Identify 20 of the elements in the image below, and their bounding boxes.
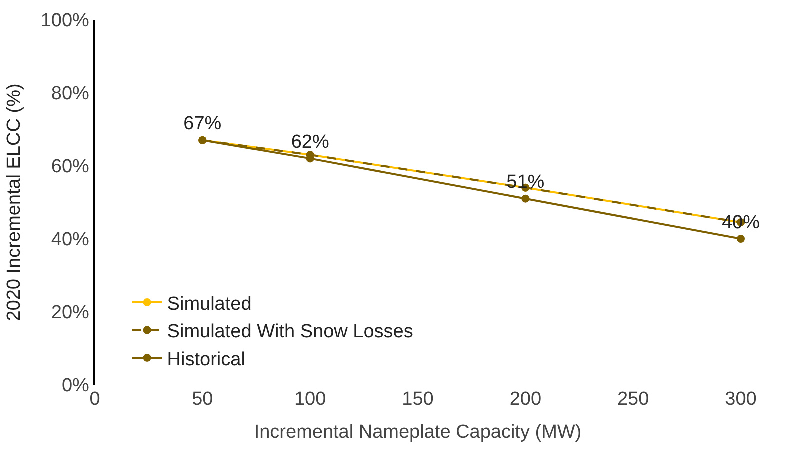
data-label: 62% <box>291 132 330 153</box>
y-tick-label: 0% <box>62 376 90 397</box>
x-tick-label: 100 <box>294 389 326 410</box>
y-tick-label: 40% <box>51 230 90 251</box>
x-axis-title: Incremental Nameplate Capacity (MW) <box>254 422 582 443</box>
x-tick-label: 150 <box>402 389 434 410</box>
data-label: 67% <box>184 114 222 135</box>
y-axis-title: 2020 Incremental ELCC (%) <box>4 84 26 322</box>
x-tick-label: 250 <box>617 389 650 410</box>
legend-label: Simulated <box>167 294 252 315</box>
x-tick-label: 0 <box>90 389 100 410</box>
x-tick-label: 200 <box>510 389 542 410</box>
legend-label: Historical <box>167 349 246 370</box>
y-tick-label: 60% <box>51 156 90 178</box>
y-tick-label: 20% <box>51 302 90 324</box>
x-tick-label: 300 <box>725 389 757 410</box>
y-tick-label: 100% <box>40 10 90 32</box>
x-tick-label: 50 <box>192 389 214 410</box>
y-tick-label: 80% <box>51 84 90 105</box>
legend-label: Simulated With Snow Losses <box>167 322 414 343</box>
